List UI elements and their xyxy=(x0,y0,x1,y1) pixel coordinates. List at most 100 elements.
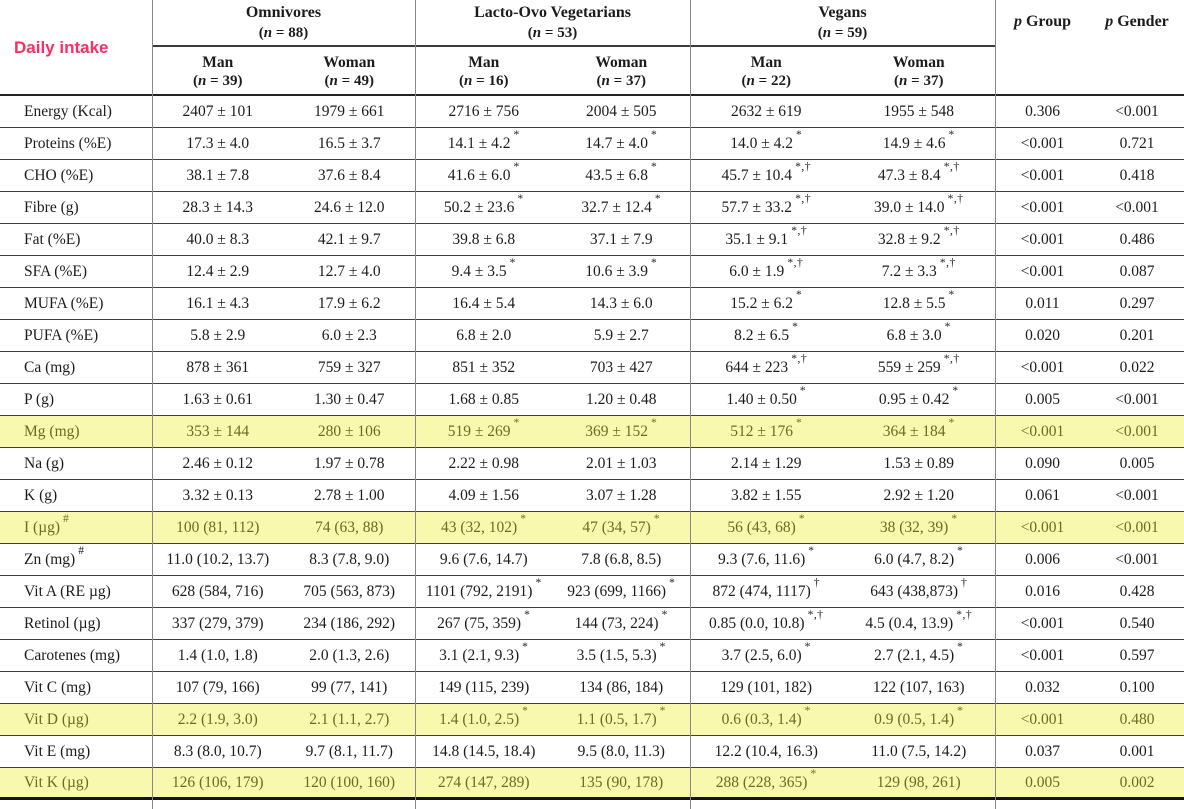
value-cell: 134 (86, 184) xyxy=(579,678,664,696)
p-group-value: <0.001 xyxy=(1020,710,1065,728)
p-group-value: <0.001 xyxy=(1020,134,1065,152)
value-cell: 149 (115, 239) xyxy=(438,678,530,696)
value-cell: 8.3 (7.8, 9.0) xyxy=(309,550,390,568)
row-label: Fibre (g) xyxy=(24,198,79,216)
cropped-next-row xyxy=(0,800,1184,807)
p-gender-value: 0.428 xyxy=(1119,582,1155,600)
sub-name: Man xyxy=(468,54,500,71)
row-label: Retinol (µg) xyxy=(24,614,101,632)
value-cell: 2.1 (1.1, 2.7) xyxy=(309,710,390,728)
value-cell: 280 ± 106 xyxy=(317,422,381,440)
row-label: Na (g) xyxy=(24,454,65,472)
p-group-value: <0.001 xyxy=(1020,166,1065,184)
p-gender-value: 0.005 xyxy=(1119,454,1155,472)
value-cell: 6.0 ± 2.3 xyxy=(321,326,377,344)
value-cell: 2.14 ± 1.29 xyxy=(730,454,802,472)
table-row: Vit A (RE µg) 628 (584, 716) 705 (563, 873… xyxy=(0,576,1184,608)
value-cell: 512 ± 176* xyxy=(730,416,803,441)
sub-n: (n = 16) xyxy=(459,73,509,89)
value-cell: 2.7 (2.1, 4.5)* xyxy=(874,640,964,665)
table-row: Vit C (mg) 107 (79, 166) 99 (77, 141) 149 (… xyxy=(0,672,1184,704)
p-group-label: p Group xyxy=(1013,13,1072,30)
p-gender-value: <0.001 xyxy=(1115,390,1159,408)
value-cell: 6.8 ± 2.0 xyxy=(456,326,512,344)
subheader-lacto-ovo-man: Man (n = 16) xyxy=(415,48,553,96)
value-cell: 1.20 ± 0.48 xyxy=(585,390,657,408)
value-cell: 50.2 ± 23.6* xyxy=(443,192,524,217)
sub-n: (n = 37) xyxy=(596,73,646,89)
value-cell: 6.0 (4.7, 8.2)* xyxy=(874,544,964,569)
value-cell: 2.92 ± 1.20 xyxy=(883,486,954,504)
p-gender-value: 0.087 xyxy=(1119,262,1155,280)
value-cell: 3.32 ± 0.13 xyxy=(182,486,253,504)
row-label: MUFA (%E) xyxy=(24,294,104,312)
row-label: Carotenes (mg) xyxy=(24,646,120,664)
p-group-value: <0.001 xyxy=(1020,358,1065,376)
value-cell: 2632 ± 619 xyxy=(730,102,802,120)
p-group-value: 0.037 xyxy=(1025,742,1060,760)
value-cell: 2716 ± 756 xyxy=(448,102,519,120)
subheader-omnivores-woman: Woman (n = 49) xyxy=(284,48,416,96)
value-cell: 4.5 (0.4, 13.9)*,† xyxy=(865,608,973,633)
p-gender-value: 0.001 xyxy=(1119,742,1155,760)
value-cell: 7.8 (6.8, 8.5) xyxy=(581,550,662,568)
value-cell: 10.6 ± 3.9* xyxy=(585,256,658,281)
value-cell: 24.6 ± 12.0 xyxy=(313,198,385,216)
value-cell: 12.8 ± 5.5* xyxy=(882,288,955,313)
p-group-value: <0.001 xyxy=(1020,262,1065,280)
table-row: Vit K (µg) 126 (106, 179) 120 (100, 160) 27… xyxy=(0,768,1184,800)
row-label: Ca (mg) xyxy=(24,358,76,376)
value-cell: 16.1 ± 4.3 xyxy=(186,294,250,312)
value-cell: 144 (73, 224)* xyxy=(574,608,668,633)
value-cell: 644 ± 223*,† xyxy=(725,352,808,377)
p-group-value: 0.016 xyxy=(1025,582,1060,600)
table-row: P (g) 1.63 ± 0.61 1.30 ± 0.47 1.68 ± 0.85 1.… xyxy=(0,384,1184,416)
value-cell: 878 ± 361 xyxy=(186,358,250,376)
header-mid-rule xyxy=(152,45,995,47)
value-cell: 5.8 ± 2.9 xyxy=(190,326,246,344)
value-cell: 100 (81, 112) xyxy=(176,518,260,536)
subheader-lacto-ovo-woman: Woman (n = 37) xyxy=(553,48,691,96)
value-cell: 1.30 ± 0.47 xyxy=(313,390,385,408)
row-label: Zn (mg)# xyxy=(24,544,85,569)
table-header: Daily intake Omnivores (n = 88) Lacto-Ov… xyxy=(0,0,1184,96)
value-cell: 5.9 ± 2.7 xyxy=(593,326,649,344)
value-cell: 11.0 (10.2, 13.7) xyxy=(166,550,270,568)
value-cell: 38.1 ± 7.8 xyxy=(186,166,250,184)
value-cell: 14.8 (14.5, 18.4) xyxy=(432,742,536,760)
value-cell: 1.97 ± 0.78 xyxy=(313,454,385,472)
value-cell: 17.3 ± 4.0 xyxy=(186,134,250,152)
value-cell: 32.8 ± 9.2*,† xyxy=(877,224,960,249)
table-row: Fibre (g) 28.3 ± 14.3 24.6 ± 12.0 50.2 ± 23… xyxy=(0,192,1184,224)
row-label: Energy (Kcal) xyxy=(24,102,112,120)
p-gender-value: 0.022 xyxy=(1119,358,1155,376)
row-label: I (µg)# xyxy=(24,512,70,537)
value-cell: 41.6 ± 6.0* xyxy=(447,160,520,185)
column-rule xyxy=(152,0,153,809)
value-cell: 3.1 (2.1, 9.3)* xyxy=(439,640,529,665)
row-label: CHO (%E) xyxy=(24,166,94,184)
p-group-value: 0.020 xyxy=(1025,326,1060,344)
value-cell: 2.0 (1.3, 2.6) xyxy=(309,646,390,664)
column-rule xyxy=(995,0,996,809)
value-cell: 1.68 ± 0.85 xyxy=(448,390,519,408)
sub-n: (n = 37) xyxy=(894,73,944,89)
table-row: Vit D (µg) 2.2 (1.9, 3.0) 2.1 (1.1, 2.7) 1.… xyxy=(0,704,1184,736)
value-cell: 129 (101, 182) xyxy=(720,678,813,696)
p-gender-value: 0.486 xyxy=(1119,230,1155,248)
value-cell: 2407 ± 101 xyxy=(182,102,253,120)
value-cell: 57.7 ± 33.2*,† xyxy=(721,192,811,217)
table-row: Mg (mg) 353 ± 144 280 ± 106 519 ± 269* 369 ±… xyxy=(0,416,1184,448)
sub-n: (n = 39) xyxy=(193,73,243,89)
value-cell: 519 ± 269* xyxy=(447,416,520,441)
subheader-omnivores-man: Man (n = 39) xyxy=(152,48,284,96)
row-label: Vit D (µg) xyxy=(24,710,89,728)
value-cell: 2.22 ± 0.98 xyxy=(448,454,519,472)
table-row: MUFA (%E) 16.1 ± 4.3 17.9 ± 6.2 16.4 ± 5.4 1… xyxy=(0,288,1184,320)
table-row: I (µg)# 100 (81, 112) 74 (63, 88) 43 (32, 1… xyxy=(0,512,1184,544)
value-cell: 3.07 ± 1.28 xyxy=(585,486,657,504)
value-cell: 3.7 (2.5, 6.0)* xyxy=(721,640,811,665)
group-n: (n = 88) xyxy=(258,24,309,41)
p-gender-value: 0.721 xyxy=(1119,134,1155,152)
p-gender-value: <0.001 xyxy=(1115,198,1159,216)
